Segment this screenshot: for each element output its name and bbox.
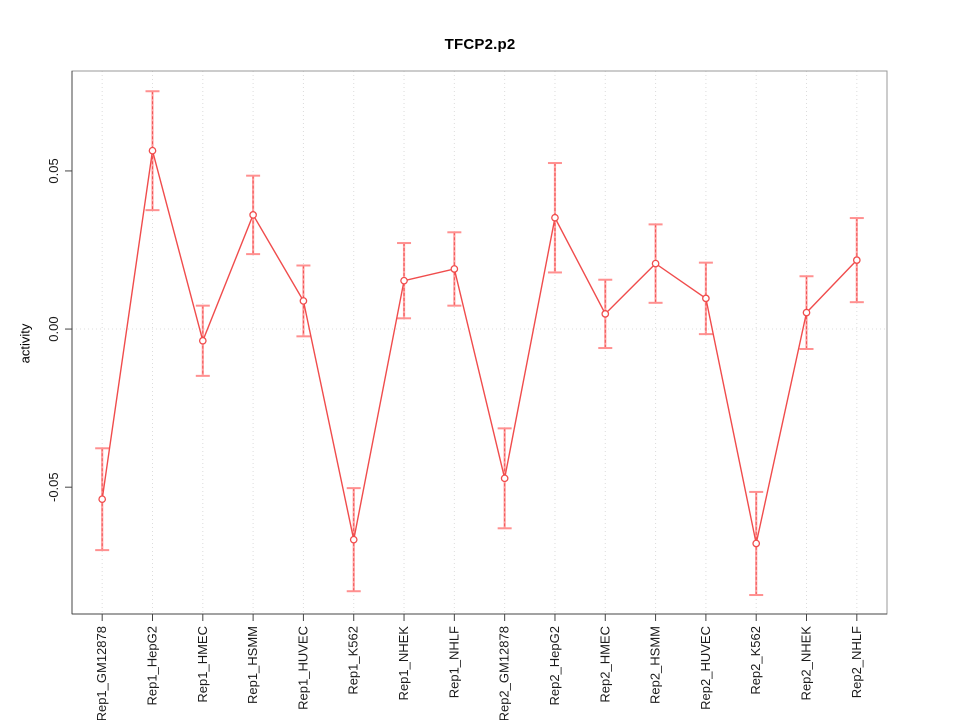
x-tick-label: Rep2_GM12878 [497, 626, 512, 720]
data-point [249, 211, 257, 219]
x-tick-label: Rep2_NHEK [799, 626, 814, 701]
data-line [101, 150, 858, 544]
y-tick-label: 0.05 [46, 158, 61, 183]
data-point [651, 259, 660, 268]
y-axis-title: activity [17, 323, 33, 364]
data-point [349, 535, 358, 544]
data-point [852, 256, 861, 264]
x-tick-label: Rep2_HSMM [648, 626, 663, 704]
data-point [299, 297, 308, 305]
y-tick-label: -0.05 [46, 472, 61, 502]
x-tick-label: Rep2_HMEC [597, 626, 612, 703]
x-tick-label: Rep1_HSMM [245, 626, 260, 704]
x-tick-label: Rep1_HepG2 [144, 626, 159, 706]
x-tick-label: Rep1_NHLF [446, 626, 461, 698]
data-point [551, 213, 559, 222]
x-tick-label: Rep1_K562 [346, 626, 361, 695]
x-tick-label: Rep1_HUVEC [295, 626, 310, 710]
plot-box [71, 70, 888, 615]
chart-title: TFCP2.p2 [444, 36, 516, 53]
data-point [198, 336, 207, 345]
x-tick-label: Rep1_NHEK [396, 626, 411, 701]
data-point [500, 474, 509, 483]
y-tick-label: 0.00 [46, 316, 61, 341]
data-point [702, 294, 710, 303]
data-point [148, 146, 157, 155]
x-tick-label: Rep2_NHLF [849, 626, 864, 698]
data-point [450, 265, 459, 273]
data-point [400, 276, 408, 285]
x-tick-label: Rep2_HepG2 [547, 626, 562, 706]
data-point [802, 308, 811, 317]
x-tick-label: Rep2_K562 [748, 626, 763, 695]
x-tick-label: Rep1_GM12878 [94, 626, 109, 720]
x-tick-label: Rep2_HUVEC [698, 626, 713, 710]
data-point [752, 539, 761, 548]
data-point [98, 495, 107, 504]
x-tick-label: Rep1_HMEC [195, 626, 210, 703]
data-point [601, 310, 610, 318]
